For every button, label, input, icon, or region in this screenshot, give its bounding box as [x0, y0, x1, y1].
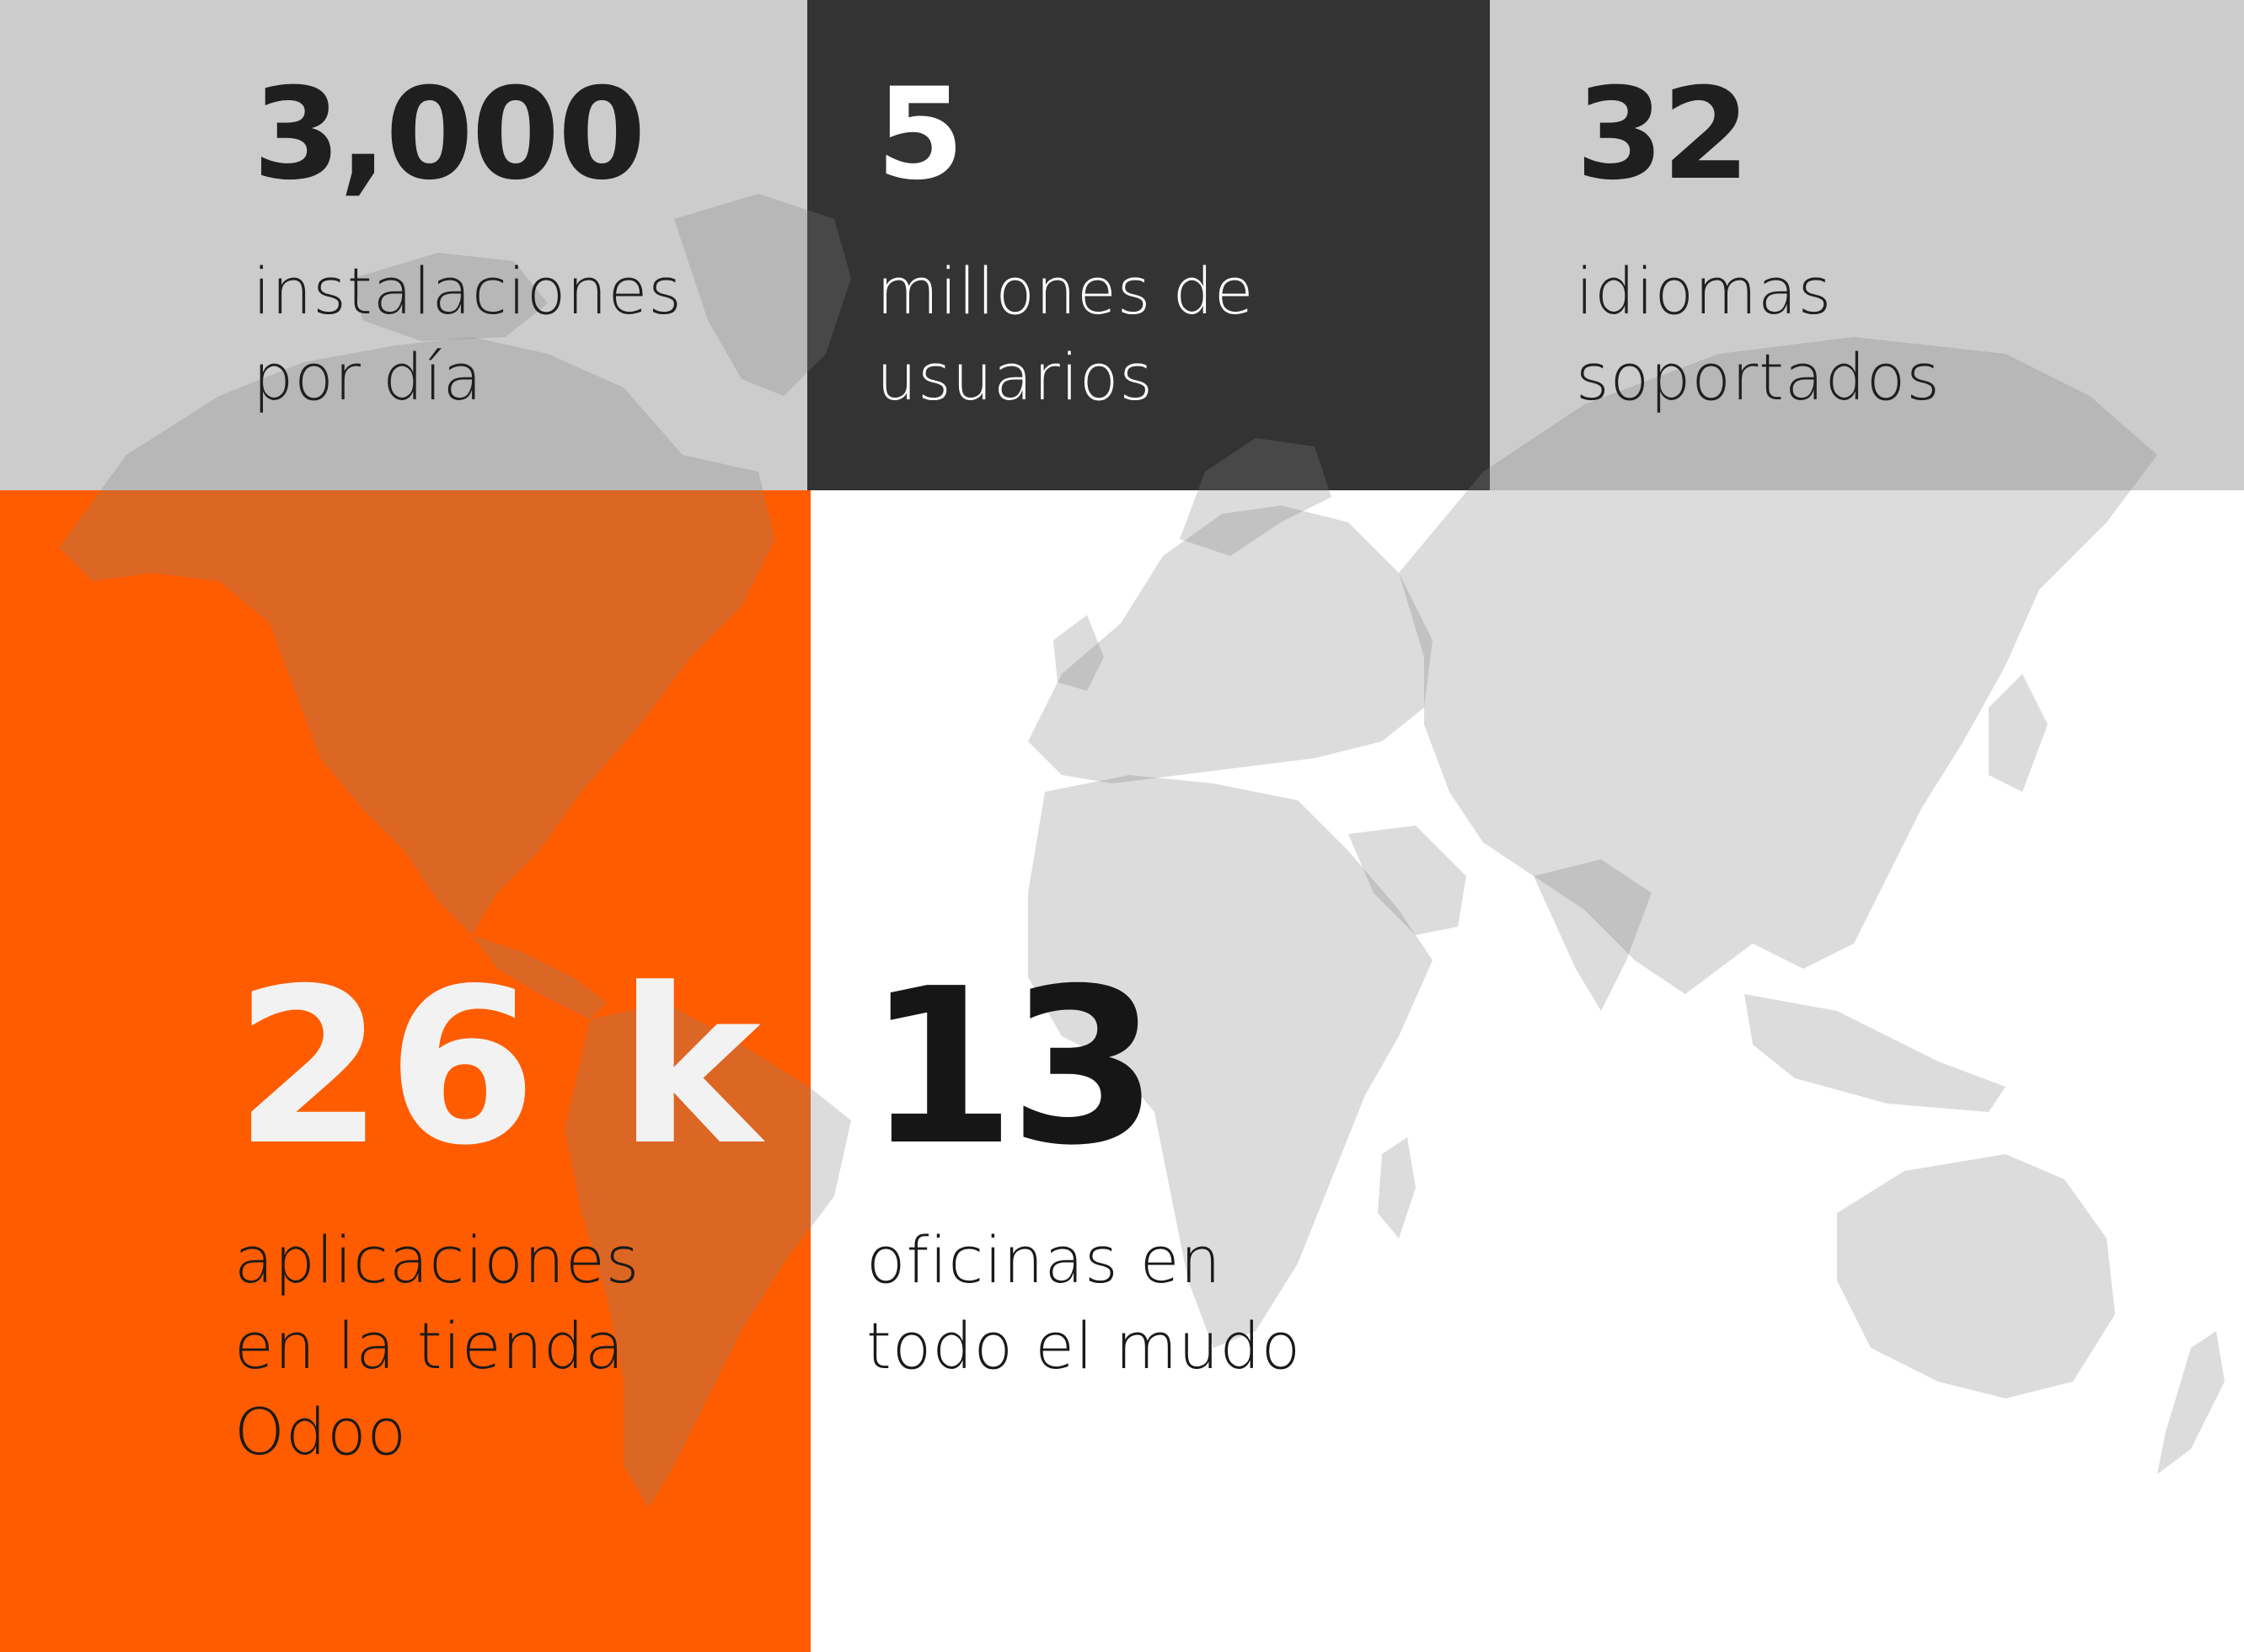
apps-label-line: en la tienda: [234, 1308, 625, 1383]
users-label-line: usuarios: [876, 339, 1154, 414]
map-asia: [1399, 337, 2157, 994]
map-central-america: [472, 935, 607, 1019]
map-southeast-asia: [1744, 994, 2006, 1112]
stat-users: 5 millones de usuarios: [876, 72, 1255, 420]
map-africa: [1028, 775, 1433, 1348]
map-arabia: [1348, 826, 1466, 935]
installs-label-line: instalaciones: [253, 254, 683, 329]
offices-number: 13: [866, 943, 1159, 1193]
map-north-america: [59, 337, 775, 935]
map-new-zealand: [2157, 1331, 2225, 1474]
languages-label-line: soportados: [1576, 339, 1941, 414]
stat-apps: 26 k aplicaciones en la tienda Odoo: [234, 960, 764, 1475]
stat-languages: 32 idiomas soportados: [1576, 72, 1941, 420]
installs-number: 3,000: [253, 61, 645, 208]
offices-label: oficinas en todo el mudo: [866, 1217, 1301, 1389]
apps-number: 26 k: [234, 943, 765, 1193]
map-greenland: [674, 194, 851, 396]
installs-label: instalaciones por día: [253, 249, 683, 420]
stat-installs: 3,000 instalaciones por día: [253, 72, 683, 420]
users-label-line: millones de: [876, 254, 1255, 329]
map-arctic-islands: [354, 253, 548, 341]
users-label: millones de usuarios: [876, 249, 1255, 420]
installs-label-line: por día: [253, 339, 484, 414]
users-number: 5: [876, 61, 964, 208]
map-madagascar: [1378, 1137, 1416, 1238]
apps-label: aplicaciones en la tienda Odoo: [234, 1217, 764, 1475]
installs-panel: [0, 0, 807, 490]
languages-label-line: idiomas: [1576, 254, 1833, 329]
languages-panel: [1490, 0, 2244, 490]
map-scandinavia: [1180, 438, 1331, 556]
apps-panel: [0, 490, 811, 1652]
map-britain: [1053, 615, 1104, 691]
map-south-america: [565, 1002, 851, 1508]
map-australia: [1837, 1154, 2115, 1398]
map-india: [1534, 859, 1652, 1011]
users-panel: [807, 0, 1490, 490]
languages-number: 32: [1576, 61, 1750, 208]
apps-label-line: Odoo: [234, 1394, 408, 1469]
map-europe: [1028, 505, 1433, 783]
offices-label-line: oficinas en: [866, 1222, 1222, 1297]
stat-offices: 13 oficinas en todo el mudo: [866, 960, 1301, 1389]
languages-label: idiomas soportados: [1576, 249, 1941, 420]
apps-label-line: aplicaciones: [234, 1222, 640, 1297]
map-japan: [1989, 674, 2048, 792]
offices-label-line: todo el mudo: [866, 1308, 1302, 1383]
